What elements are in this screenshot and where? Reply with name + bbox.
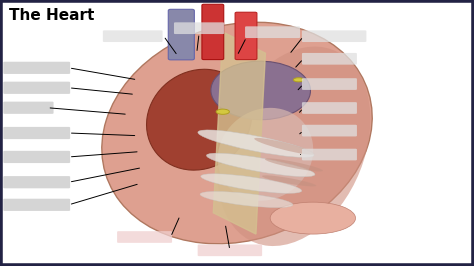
Ellipse shape xyxy=(102,22,372,244)
FancyBboxPatch shape xyxy=(3,176,70,188)
Text: The Heart: The Heart xyxy=(9,8,95,23)
FancyBboxPatch shape xyxy=(302,53,357,65)
Ellipse shape xyxy=(198,130,314,157)
FancyBboxPatch shape xyxy=(3,82,70,94)
FancyBboxPatch shape xyxy=(168,9,194,60)
Ellipse shape xyxy=(265,158,323,172)
Ellipse shape xyxy=(211,61,310,120)
Ellipse shape xyxy=(200,192,293,207)
Ellipse shape xyxy=(207,153,315,177)
Ellipse shape xyxy=(254,138,315,155)
Polygon shape xyxy=(213,32,265,234)
FancyBboxPatch shape xyxy=(302,149,357,160)
FancyBboxPatch shape xyxy=(3,151,70,163)
FancyBboxPatch shape xyxy=(3,102,54,114)
FancyBboxPatch shape xyxy=(174,22,224,34)
Ellipse shape xyxy=(218,47,370,246)
FancyBboxPatch shape xyxy=(302,102,357,114)
Ellipse shape xyxy=(218,108,313,201)
Ellipse shape xyxy=(201,174,301,193)
FancyBboxPatch shape xyxy=(302,30,366,42)
FancyBboxPatch shape xyxy=(198,244,262,256)
FancyBboxPatch shape xyxy=(245,26,300,38)
FancyBboxPatch shape xyxy=(3,127,70,139)
FancyBboxPatch shape xyxy=(3,62,70,74)
FancyBboxPatch shape xyxy=(302,78,357,90)
Ellipse shape xyxy=(146,69,252,170)
FancyBboxPatch shape xyxy=(235,12,257,60)
FancyBboxPatch shape xyxy=(117,231,172,243)
Ellipse shape xyxy=(293,78,304,82)
FancyBboxPatch shape xyxy=(302,125,357,136)
Ellipse shape xyxy=(216,109,229,114)
FancyBboxPatch shape xyxy=(103,30,163,42)
Ellipse shape xyxy=(270,202,356,234)
FancyBboxPatch shape xyxy=(3,199,70,211)
FancyBboxPatch shape xyxy=(202,4,224,60)
Ellipse shape xyxy=(262,175,316,186)
